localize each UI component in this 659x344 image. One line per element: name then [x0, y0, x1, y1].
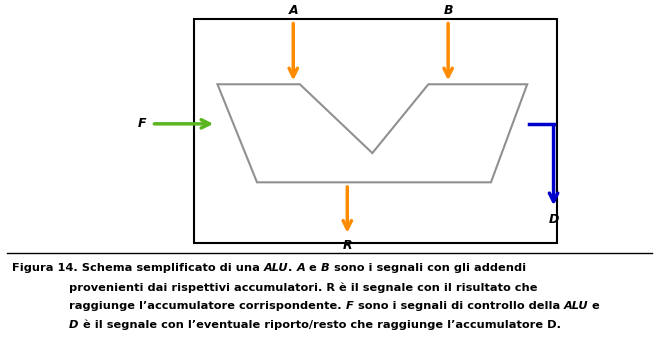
Text: ALU: ALU	[564, 301, 588, 311]
Text: .: .	[289, 263, 297, 273]
Polygon shape	[217, 84, 527, 182]
Text: provenienti dai rispettivi accumulatori. R è il segnale con il risultato che: provenienti dai rispettivi accumulatori.…	[69, 282, 538, 293]
Text: B: B	[444, 4, 453, 17]
Bar	[194, 19, 557, 243]
Text: e: e	[588, 301, 600, 311]
Text: A: A	[289, 4, 298, 17]
Text: D: D	[548, 213, 559, 226]
Text: sono i segnali di controllo della: sono i segnali di controllo della	[354, 301, 564, 311]
Text: sono i segnali con gli addendi: sono i segnali con gli addendi	[330, 263, 526, 273]
Text: R: R	[343, 239, 352, 252]
Text: ALU: ALU	[264, 263, 289, 273]
Text: F: F	[138, 117, 146, 130]
Text: raggiunge l’accumulatore corrispondente.: raggiunge l’accumulatore corrispondente.	[69, 301, 346, 311]
Text: e: e	[306, 263, 321, 273]
Text: F: F	[346, 301, 354, 311]
Text: Figura 14. Schema semplificato di una: Figura 14. Schema semplificato di una	[12, 263, 264, 273]
Text: B: B	[321, 263, 330, 273]
Text: D: D	[69, 320, 78, 330]
Text: A: A	[297, 263, 306, 273]
Text: è il segnale con l’eventuale riporto/resto che raggiunge l’accumulatore D.: è il segnale con l’eventuale riporto/res…	[78, 320, 561, 331]
